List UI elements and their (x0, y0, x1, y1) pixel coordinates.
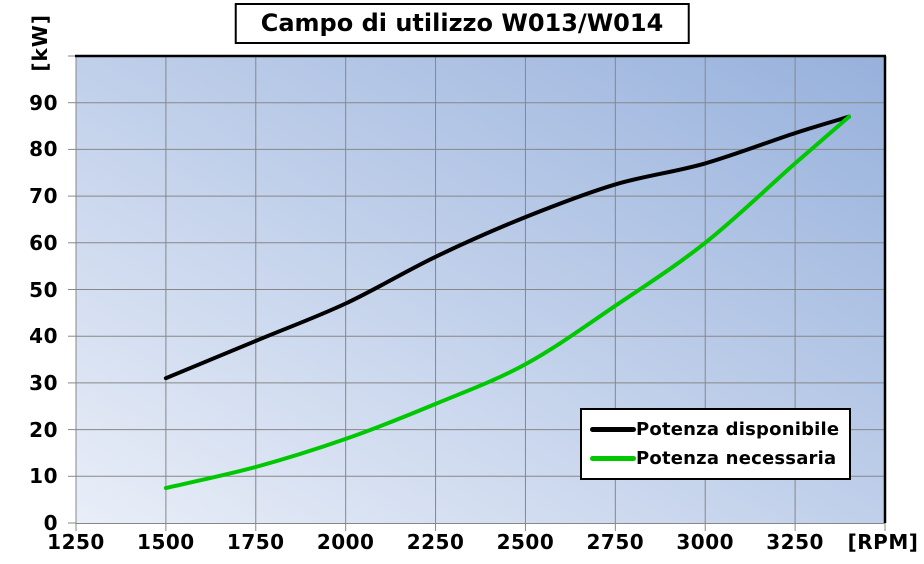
x-tick-label: 2250 (406, 530, 465, 554)
y-tick-label: 90 (29, 90, 58, 115)
x-tick-label: 2500 (496, 530, 555, 554)
tick-marks (68, 55, 886, 531)
y-tick-label: 20 (29, 417, 58, 442)
y-tick-label: 10 (29, 464, 58, 489)
y-axis-unit-label: [kW] (28, 14, 52, 72)
y-tick-label: 30 (29, 370, 58, 395)
y-tick-label: 70 (29, 184, 58, 209)
y-tick-label: 50 (29, 277, 58, 302)
x-tick-label: 1500 (137, 530, 195, 554)
legend-label-potenza-disponibile: Potenza disponibile (636, 419, 840, 440)
x-tick-label: 1750 (226, 530, 285, 554)
y-tick-label: 0 (43, 511, 58, 535)
legend-item-potenza-disponibile: Potenza disponibile (590, 419, 839, 440)
series-line-potenza-disponibile (163, 114, 851, 381)
x-tick-label: 2750 (586, 530, 645, 554)
y-tick-label: 60 (29, 230, 58, 255)
y-tick-label: 80 (29, 137, 58, 162)
legend-label-potenza-necessaria: Potenza necessaria (636, 448, 837, 469)
x-tick-label: 3250 (766, 530, 824, 554)
x-tick-label: 1250 (47, 530, 105, 554)
legend-item-potenza-necessaria: Potenza necessaria (590, 448, 839, 469)
x-tick-label: 3000 (676, 530, 735, 554)
x-tick-label: 2000 (316, 530, 375, 554)
series-line-potenza-necessaria (163, 114, 851, 490)
chart-title: Campo di utilizzo W013/W014 (234, 3, 690, 45)
legend-line-sample-black (590, 427, 636, 432)
legend: Potenza disponibile Potenza necessaria (580, 408, 852, 480)
y-tick-label: 40 (29, 324, 58, 349)
x-axis-unit-label: [RPM] (847, 530, 919, 554)
legend-line-sample-green (590, 456, 636, 461)
